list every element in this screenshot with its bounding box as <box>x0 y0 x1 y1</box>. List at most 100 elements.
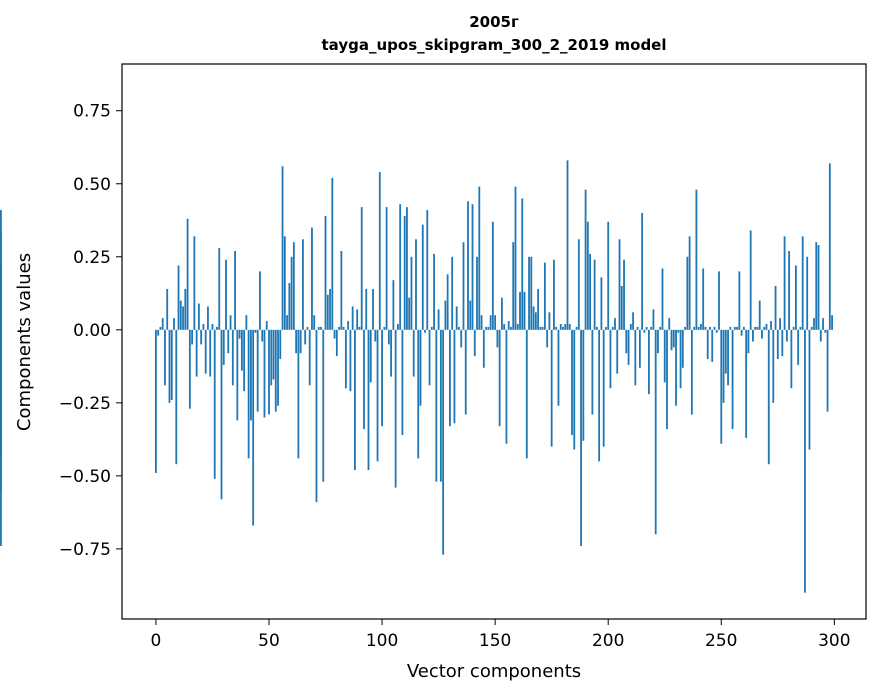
bar <box>383 326 386 330</box>
bar <box>302 239 304 330</box>
bar <box>342 326 345 330</box>
bar <box>568 323 571 330</box>
bar <box>308 329 311 386</box>
bar <box>731 329 734 430</box>
bar <box>623 259 625 330</box>
bar <box>709 326 711 330</box>
bar <box>222 329 225 365</box>
bar <box>697 326 700 330</box>
x-tick-label: 150 <box>479 631 511 651</box>
bar <box>828 163 831 330</box>
bar <box>713 326 716 330</box>
bar <box>605 326 607 330</box>
bar <box>458 326 460 330</box>
bar <box>661 268 664 330</box>
bar <box>322 329 325 482</box>
chart-title: 2005г <box>469 13 519 31</box>
bar <box>487 326 490 330</box>
bar <box>548 312 551 330</box>
bar <box>265 321 268 330</box>
bar <box>207 306 209 330</box>
bar <box>528 256 530 330</box>
x-axis-ticks: 0 50 100 150 200 250 300 <box>151 619 851 651</box>
bar <box>283 236 286 330</box>
bar <box>317 326 320 330</box>
bar <box>256 329 259 412</box>
bar <box>216 326 218 330</box>
bar <box>801 236 804 330</box>
bar <box>591 329 594 415</box>
bar <box>297 329 300 459</box>
bar <box>747 329 750 354</box>
bar <box>754 326 757 330</box>
bars <box>0 160 833 593</box>
bar <box>643 329 646 333</box>
bar <box>227 329 230 354</box>
bar <box>745 329 748 438</box>
bar <box>677 329 680 333</box>
bar <box>259 271 261 330</box>
bar <box>785 329 788 342</box>
bar <box>356 309 359 330</box>
bar <box>654 329 657 535</box>
bar <box>720 329 723 444</box>
bar <box>315 329 318 503</box>
plot-area-frame <box>121 63 867 620</box>
bar <box>254 329 257 333</box>
bar <box>311 227 313 330</box>
bar <box>335 329 338 357</box>
bar <box>681 329 684 368</box>
bar <box>354 329 356 471</box>
bar <box>491 221 494 330</box>
bar <box>489 315 492 330</box>
bar <box>363 329 365 430</box>
bar <box>365 288 368 330</box>
bar <box>645 326 648 330</box>
bar <box>469 300 472 330</box>
bar <box>521 198 524 330</box>
bar <box>476 256 478 330</box>
bar <box>514 186 517 330</box>
bar <box>580 329 582 546</box>
bar <box>245 315 248 330</box>
bar <box>281 166 284 330</box>
x-tick-label: 200 <box>592 631 624 651</box>
bar <box>758 300 761 330</box>
bar <box>159 326 162 330</box>
bar <box>290 256 293 330</box>
bar <box>675 329 677 406</box>
bar <box>168 329 171 403</box>
bar <box>571 329 573 435</box>
bar <box>155 329 157 473</box>
bar <box>609 329 612 389</box>
bar <box>358 326 361 330</box>
bar <box>421 224 424 330</box>
bar <box>344 329 347 389</box>
bar <box>320 326 322 330</box>
bar <box>313 315 316 330</box>
bar <box>195 329 198 377</box>
bar <box>263 329 266 418</box>
bar <box>369 329 372 383</box>
bar <box>600 277 603 330</box>
bar <box>225 259 227 330</box>
bar <box>433 253 435 330</box>
bar <box>399 204 402 330</box>
bar <box>505 329 508 444</box>
bar <box>638 329 641 368</box>
bar <box>247 329 250 459</box>
bar <box>485 326 487 330</box>
bar <box>238 329 241 339</box>
bar <box>507 321 510 330</box>
bar <box>161 318 164 330</box>
bar <box>808 329 811 450</box>
bar <box>648 329 650 395</box>
bar <box>704 326 707 330</box>
bar <box>480 315 483 330</box>
bar <box>765 323 768 330</box>
bar <box>686 256 689 330</box>
bar <box>0 329 2 427</box>
bar <box>657 329 659 354</box>
bar <box>360 207 363 330</box>
